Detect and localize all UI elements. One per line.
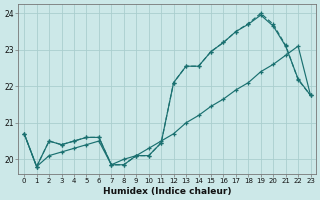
X-axis label: Humidex (Indice chaleur): Humidex (Indice chaleur): [102, 187, 231, 196]
